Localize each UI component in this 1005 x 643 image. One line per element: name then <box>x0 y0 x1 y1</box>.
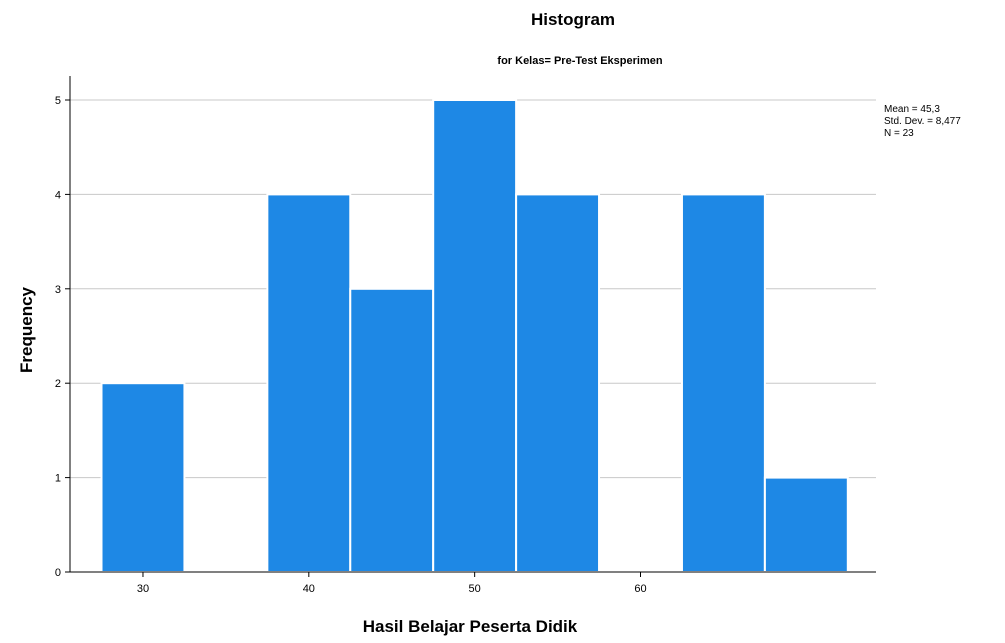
stats-std-dev: Std. Dev. = 8,477 <box>884 116 961 127</box>
x-tick-label: 50 <box>469 583 481 595</box>
histogram-bar <box>102 383 185 572</box>
y-tick-label: 0 <box>55 567 61 579</box>
x-tick-label: 60 <box>634 583 646 595</box>
histogram-bar <box>516 194 599 572</box>
y-tick-label: 3 <box>55 284 61 296</box>
histogram-bar <box>433 100 516 572</box>
chart-title: Histogram <box>531 10 615 29</box>
stats-box: Mean = 45,3 Std. Dev. = 8,477 N = 23 <box>884 104 961 139</box>
y-tick-label: 5 <box>55 95 61 107</box>
y-axis-label: Frequency <box>17 286 36 373</box>
stats-n: N = 23 <box>884 128 914 139</box>
histogram-bar <box>682 194 765 572</box>
x-axis-label: Hasil Belajar Peserta Didik <box>363 617 578 636</box>
histogram-bar <box>350 289 433 572</box>
histogram-bar <box>765 478 848 572</box>
chart-subtitle: for Kelas= Pre-Test Eksperimen <box>497 55 662 67</box>
bars <box>102 100 848 572</box>
x-tick-label: 30 <box>137 583 149 595</box>
y-tick-label: 2 <box>55 378 61 390</box>
y-tick-labels: 0 1 2 3 4 5 <box>55 95 70 579</box>
stats-mean: Mean = 45,3 <box>884 104 940 115</box>
y-tick-label: 4 <box>55 189 61 201</box>
histogram-bar <box>267 194 350 572</box>
y-tick-label: 1 <box>55 473 61 485</box>
x-tick-labels: 30 40 50 60 <box>137 572 647 595</box>
x-tick-label: 40 <box>303 583 315 595</box>
